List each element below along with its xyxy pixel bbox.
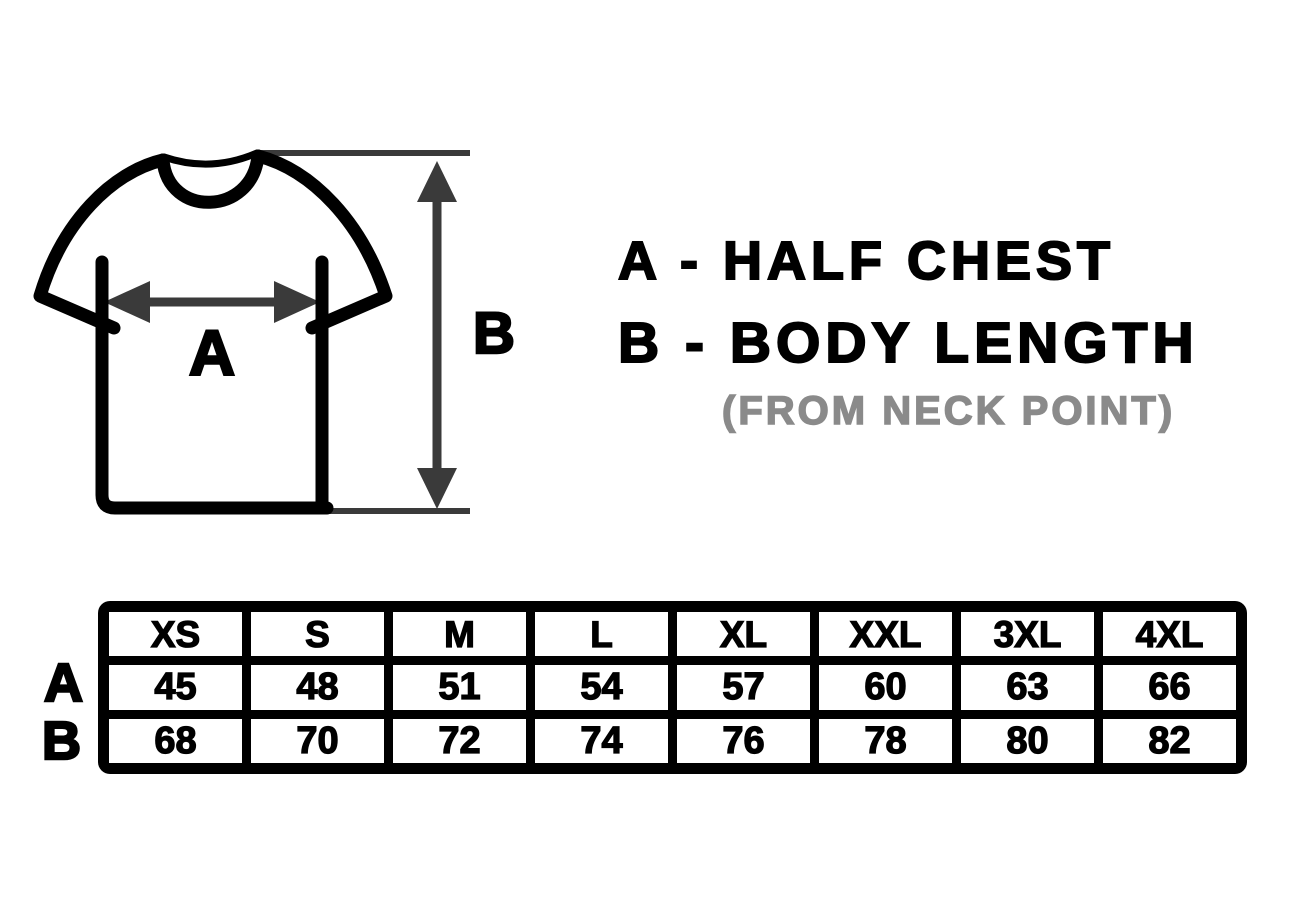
size-table: XS S M L XL XXL 3XL 4XL 45 48 51 54 57 6… <box>98 601 1247 774</box>
chest-measure-label: A <box>189 317 235 389</box>
legend-body-length: B - BODY LENGTH <box>617 311 1199 375</box>
table-row-label-b: B <box>41 711 83 771</box>
body-length-arrow <box>256 150 470 514</box>
size-column-header: XS <box>109 612 242 657</box>
half-chest-value: 54 <box>535 665 668 710</box>
tshirt-icon <box>33 149 393 515</box>
tshirt-measurement-diagram: A B <box>33 149 516 515</box>
half-chest-value: 63 <box>961 665 1094 710</box>
body-length-value: 82 <box>1103 718 1236 763</box>
back-neck-line <box>160 149 261 168</box>
half-chest-value: 48 <box>251 665 384 710</box>
body-length-arrowhead-bottom <box>417 468 457 509</box>
length-measure-label: B <box>473 301 515 366</box>
body-length-value: 70 <box>251 718 384 763</box>
half-chest-value: 66 <box>1103 665 1236 710</box>
legend-half-chest: A - HALF CHEST <box>617 231 1115 291</box>
body-length-value: 80 <box>961 718 1094 763</box>
size-column-header: M <box>393 612 526 657</box>
size-column-header: L <box>535 612 668 657</box>
table-row-label-a: A <box>43 653 85 713</box>
size-column-header: XL <box>677 612 810 657</box>
body-length-value: 74 <box>535 718 668 763</box>
size-column-header: 3XL <box>961 612 1094 657</box>
body-length-value: 68 <box>109 718 242 763</box>
body-length-value: 78 <box>819 718 952 763</box>
body-length-arrowhead-top <box>417 161 457 202</box>
legend-body-length-note: (FROM NECK POINT) <box>721 389 1176 433</box>
size-column-header: 4XL <box>1103 612 1236 657</box>
size-column-header: XXL <box>819 612 952 657</box>
half-chest-value: 45 <box>109 665 242 710</box>
collar-arc <box>156 149 265 209</box>
half-chest-arrow <box>104 281 320 323</box>
body-length-value: 76 <box>677 718 810 763</box>
half-chest-arrowhead-left <box>104 281 150 323</box>
half-chest-value: 51 <box>393 665 526 710</box>
half-chest-value: 60 <box>819 665 952 710</box>
size-column-header: S <box>251 612 384 657</box>
half-chest-value: 57 <box>677 665 810 710</box>
half-chest-arrowhead-right <box>274 281 320 323</box>
body-length-value: 72 <box>393 718 526 763</box>
